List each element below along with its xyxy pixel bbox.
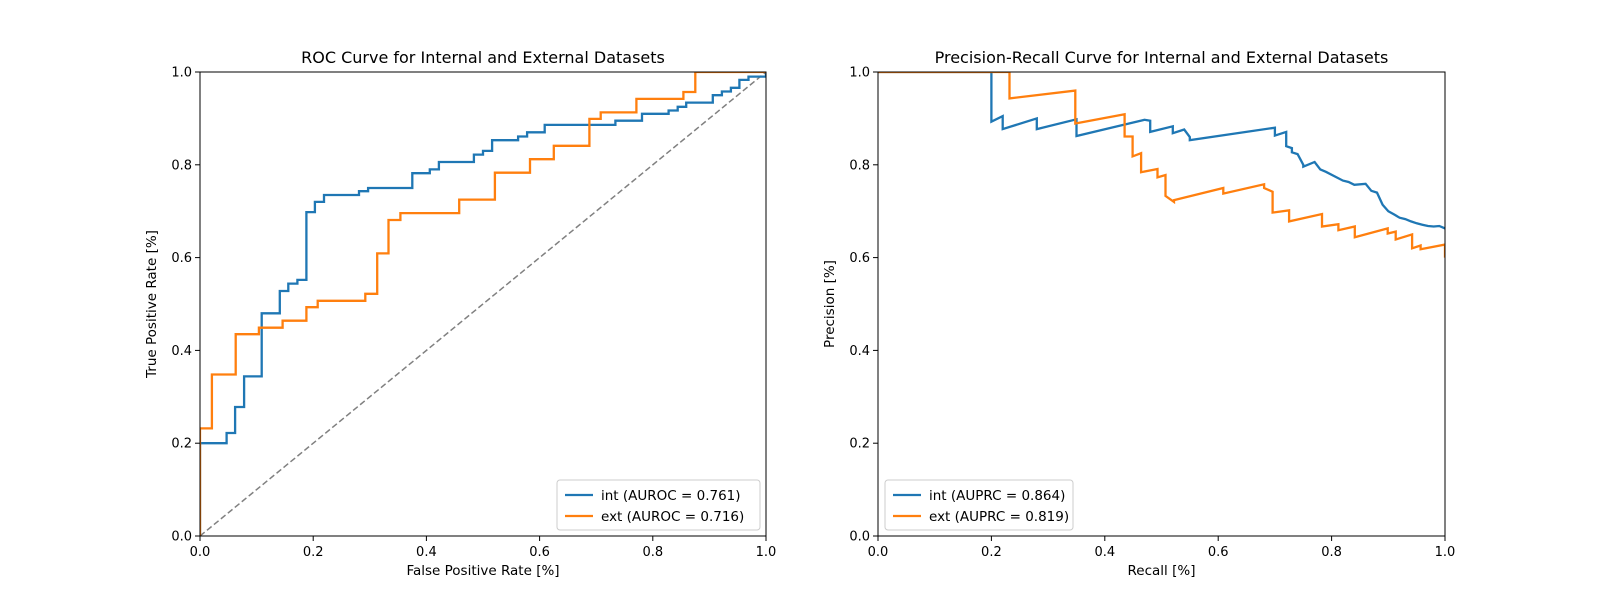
plot-frame [877, 71, 1446, 537]
x-tick-label: 0.4 [416, 545, 437, 560]
chart-title: Precision-Recall Curve for Internal and … [935, 48, 1389, 67]
y-tick-label: 0.4 [171, 344, 192, 359]
y-tick-label: 1.0 [849, 66, 870, 81]
y-tick-label: 1.0 [171, 66, 192, 81]
y-tick-label: 0.6 [849, 251, 870, 266]
chart-1: ROC Curve for Internal and External Data… [144, 48, 776, 579]
plot-frame [199, 71, 767, 537]
chart-2: Precision-Recall Curve for Internal and … [822, 48, 1455, 579]
y-tick-label: 0.2 [171, 437, 192, 452]
legend-label-2: ext (AUPRC = 0.819) [929, 509, 1069, 525]
x-axis-label: Recall [%] [1128, 563, 1196, 579]
y-tick-label: 0.6 [171, 251, 192, 266]
series-line-1 [878, 72, 1445, 230]
series-line-2 [200, 72, 766, 536]
y-tick-label: 0.0 [849, 530, 870, 545]
x-tick-label: 0.2 [303, 545, 324, 560]
x-tick-label: 0.6 [529, 545, 550, 560]
y-tick-label: 0.4 [849, 344, 870, 359]
y-tick-label: 0.2 [849, 437, 870, 452]
series-line-1 [200, 72, 766, 536]
legend-label-2: ext (AUROC = 0.716) [601, 509, 744, 525]
y-axis-label: Precision [%] [822, 260, 838, 348]
y-tick-label: 0.0 [171, 530, 192, 545]
x-tick-label: 0.0 [190, 545, 211, 560]
x-tick-label: 0.2 [981, 545, 1002, 560]
legend: int (AUPRC = 0.864) ext (AUPRC = 0.819) [884, 479, 1074, 531]
legend: int (AUROC = 0.761) ext (AUROC = 0.716) [556, 479, 761, 531]
chance-line [200, 72, 766, 536]
legend-label-1: int (AUPRC = 0.864) [929, 488, 1065, 504]
x-tick-label: 0.4 [1094, 545, 1115, 560]
legend-box [556, 479, 761, 531]
y-tick-label: 0.8 [171, 158, 192, 173]
legend-box [884, 479, 1074, 531]
chart-title: ROC Curve for Internal and External Data… [301, 48, 665, 67]
legend-label-1: int (AUROC = 0.761) [601, 488, 741, 504]
x-tick-label: 0.0 [868, 545, 889, 560]
x-tick-label: 1.0 [756, 545, 777, 560]
y-axis-label: True Positive Rate [%] [144, 230, 160, 379]
x-tick-label: 0.8 [1321, 545, 1342, 560]
x-axis-label: False Positive Rate [%] [406, 563, 559, 579]
series-line-2 [878, 72, 1445, 258]
x-tick-label: 1.0 [1435, 545, 1456, 560]
x-tick-label: 0.6 [1208, 545, 1229, 560]
y-tick-label: 0.8 [849, 158, 870, 173]
x-tick-label: 0.8 [642, 545, 663, 560]
